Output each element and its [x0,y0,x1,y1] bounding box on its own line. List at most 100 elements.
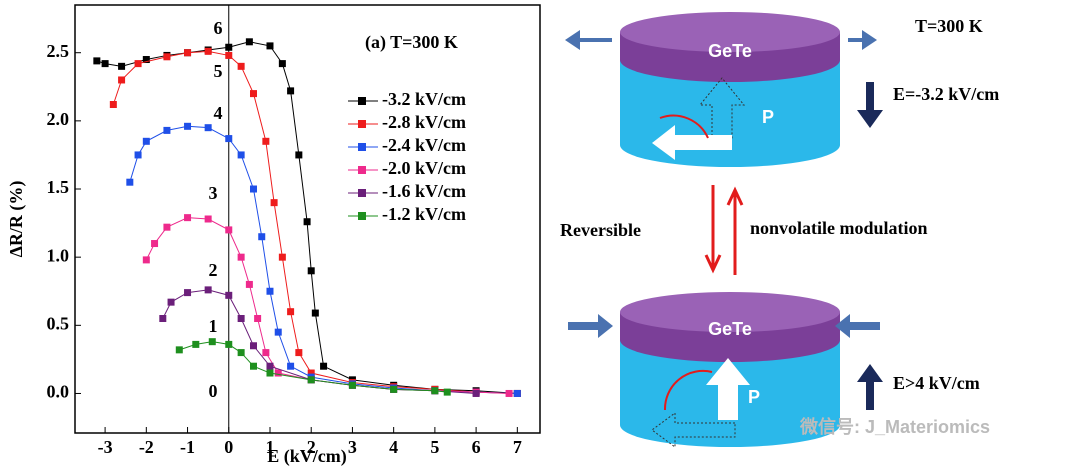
data-point [311,309,319,317]
data-point [249,342,257,350]
data-point [225,340,233,348]
data-point [159,315,167,323]
data-point [142,256,150,264]
data-point [262,349,270,357]
data-point [513,389,521,397]
y-tick-label: 1.0 [47,245,70,265]
x-tick-label: 0 [224,437,233,457]
data-point [249,362,257,370]
data-point [274,328,282,336]
x-tick-label: 4 [389,437,398,457]
curve-number: 2 [209,260,218,280]
data-point [270,199,278,207]
data-point [184,122,192,130]
polarization-label: P [762,107,774,127]
polarization-arrow [652,125,732,160]
data-point [245,38,253,46]
data-point [287,362,295,370]
data-point [225,135,233,143]
data-point [184,289,192,297]
data-point [245,280,253,288]
data-point [237,315,245,323]
data-point [249,185,257,193]
data-point [109,101,117,109]
data-point [505,389,513,397]
layer-label: GeTe [708,41,752,61]
data-point [163,223,171,231]
data-point [278,60,286,68]
data-point [472,389,480,397]
polarization-arrow [706,358,750,420]
data-point [225,43,233,51]
series-line [145,217,510,394]
watermark: 微信号: J_Materiomics [799,416,990,437]
legend-label: -2.0 kV/cm [382,158,466,178]
data-point [249,90,257,98]
old-polarization [698,77,746,141]
legend-label: -3.2 kV/cm [382,89,466,109]
curve-number: 0 [209,381,218,401]
legend-label: -1.2 kV/cm [382,204,466,224]
reversible-label: Reversible [560,220,641,240]
data-point [443,388,451,396]
data-point [307,376,315,384]
curve-number: 6 [214,18,223,38]
x-tick-label: -3 [98,437,113,457]
plot-frame [74,4,541,434]
x-tick-label: 5 [430,437,439,457]
data-point [431,387,439,395]
data-point [295,349,303,357]
field-arrow [857,364,883,410]
switch-arrow [726,186,744,275]
data-point [175,346,183,354]
data-point [184,214,192,222]
field-arrow [857,82,883,128]
data-point [266,362,274,370]
field-label: E>4 kV/cm [893,373,980,393]
legend-marker [358,166,366,174]
data-point [225,51,233,59]
curve-number: 4 [214,103,223,123]
data-point [266,42,274,50]
data-point [208,338,216,346]
data-point [307,369,315,377]
series-line [179,341,448,393]
legend-marker [358,143,366,151]
data-point [204,215,212,223]
diagram: GeTe P T=300 K E=-3.2 kV/cm Reversible n… [560,12,999,448]
x-axis-label: E (kV/cm) [267,446,347,467]
y-tick-label: 0.0 [47,382,70,402]
data-point [237,349,245,357]
x-tick-label: 2 [307,437,316,457]
data-point [204,286,212,294]
old-polarization [651,412,736,448]
legend-label: -1.6 kV/cm [382,181,466,201]
data-point [118,76,126,84]
data-point [287,87,295,95]
data-point [348,381,356,389]
y-axis-label: ΔR/R (%) [6,181,27,258]
legend-marker [358,189,366,197]
strain-arrow [848,30,877,50]
curve-number: 3 [209,183,218,203]
y-tick-label: 0.5 [47,313,70,333]
data-point [266,369,274,377]
data-point [320,362,328,370]
data-point [204,124,212,132]
modulation-label: nonvolatile modulation [750,218,928,238]
x-tick-label: -1 [180,437,195,457]
x-tick-label: 1 [265,437,274,457]
data-point [258,233,266,241]
switch-arrow [704,185,722,274]
field-label: E=-3.2 kV/cm [893,84,999,104]
data-point [101,60,109,68]
legend-marker [358,212,366,220]
data-point [295,151,303,159]
data-point [303,218,311,226]
polarization-label: P [748,387,760,407]
curve-number: 1 [209,316,218,336]
data-point [126,178,134,186]
x-tick-label: -2 [139,437,154,457]
data-point [274,369,282,377]
data-point [287,308,295,316]
